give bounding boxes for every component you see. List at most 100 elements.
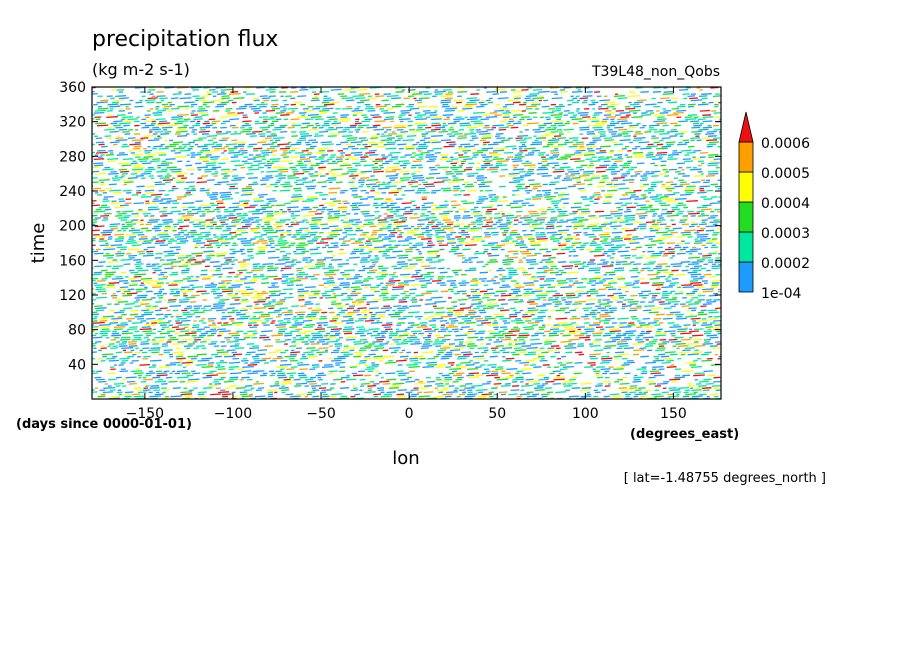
streak-mark	[582, 198, 593, 200]
streak-mark	[700, 208, 712, 211]
streak-mark	[301, 122, 310, 125]
streak-mark	[489, 200, 498, 203]
streak-mark	[419, 322, 428, 324]
streak-mark	[287, 206, 299, 209]
streak-mark	[475, 168, 485, 171]
streak-mark	[525, 284, 535, 287]
streak-mark	[504, 103, 514, 106]
streak-mark	[137, 158, 149, 161]
streak-mark	[132, 166, 145, 169]
streak-mark	[108, 183, 117, 186]
streak-mark	[571, 221, 583, 224]
streak-mark	[578, 292, 589, 295]
streak-mark	[242, 120, 252, 123]
streak-mark	[493, 217, 503, 219]
streak-mark	[297, 296, 306, 299]
streak-mark	[501, 214, 514, 217]
streak-mark	[361, 284, 372, 287]
streak-mark	[582, 95, 593, 98]
streak-mark	[672, 111, 684, 114]
streak-mark	[352, 95, 365, 98]
streak-mark	[473, 122, 484, 125]
streak-mark	[593, 275, 604, 278]
streak-mark	[302, 214, 315, 217]
streak-mark	[611, 239, 624, 242]
streak-mark	[599, 303, 610, 305]
streak-mark	[434, 93, 443, 95]
streak-mark	[361, 315, 370, 318]
streak-mark	[574, 263, 585, 266]
streak-mark	[597, 263, 608, 266]
streak-mark	[324, 290, 335, 293]
streak-mark	[226, 307, 235, 310]
streak-mark	[324, 273, 337, 276]
streak-mark	[111, 317, 123, 320]
streak-mark	[303, 326, 314, 329]
streak-mark	[667, 153, 679, 156]
streak-mark	[549, 181, 560, 184]
streak-mark	[259, 126, 270, 129]
streak-mark	[235, 141, 247, 144]
streak-mark	[690, 317, 701, 320]
streak-mark	[310, 290, 321, 293]
streak-mark	[720, 175, 721, 177]
streak-mark	[543, 122, 553, 125]
streak-mark	[626, 206, 636, 209]
streak-mark	[257, 298, 267, 301]
streak-mark	[309, 248, 319, 251]
streak-mark	[279, 130, 288, 133]
streak-mark	[262, 97, 271, 100]
streak-mark	[92, 237, 96, 240]
streak-mark	[447, 181, 459, 184]
streak-mark	[244, 103, 253, 106]
streak-mark	[125, 317, 135, 320]
streak-mark	[550, 151, 560, 154]
streak-mark	[291, 124, 302, 127]
streak-mark	[92, 311, 98, 314]
streak-mark	[289, 91, 299, 93]
streak-mark	[644, 326, 655, 329]
streak-mark	[458, 227, 469, 230]
streak-mark	[130, 279, 142, 282]
streak-mark	[279, 219, 291, 221]
streak-mark	[717, 145, 721, 148]
streak-mark	[543, 279, 555, 282]
streak-mark	[378, 294, 387, 297]
streak-mark	[96, 101, 109, 104]
streak-mark	[406, 229, 418, 232]
streak-mark	[120, 103, 132, 106]
streak-mark	[398, 284, 410, 287]
streak-mark	[327, 218, 339, 221]
streak-mark	[240, 315, 251, 318]
streak-mark	[708, 162, 720, 165]
streak-mark	[434, 229, 445, 232]
streak-mark	[697, 313, 708, 316]
streak-mark	[199, 126, 211, 129]
streak-mark	[649, 208, 660, 211]
streak-mark	[541, 164, 550, 167]
streak-mark	[312, 107, 321, 110]
streak-mark	[641, 114, 652, 116]
streak-mark	[104, 128, 115, 131]
streak-mark	[508, 269, 518, 272]
streak-mark	[462, 248, 471, 251]
streak-mark	[173, 147, 185, 150]
streak-mark	[215, 200, 224, 203]
streak-mark	[440, 214, 449, 217]
streak-mark	[558, 231, 568, 234]
streak-mark	[545, 132, 555, 135]
streak-mark	[510, 319, 523, 322]
streak-mark	[720, 171, 721, 173]
streak-mark	[206, 210, 215, 213]
streak-mark	[536, 216, 547, 219]
streak-mark	[359, 147, 368, 150]
streak-mark	[466, 101, 477, 104]
streak-mark	[667, 113, 679, 116]
streak-mark	[550, 237, 562, 240]
streak-mark	[96, 280, 106, 282]
streak-mark	[231, 179, 242, 182]
streak-mark	[674, 313, 684, 316]
streak-mark	[302, 319, 313, 322]
streak-mark	[351, 109, 364, 112]
streak-mark	[100, 231, 113, 234]
